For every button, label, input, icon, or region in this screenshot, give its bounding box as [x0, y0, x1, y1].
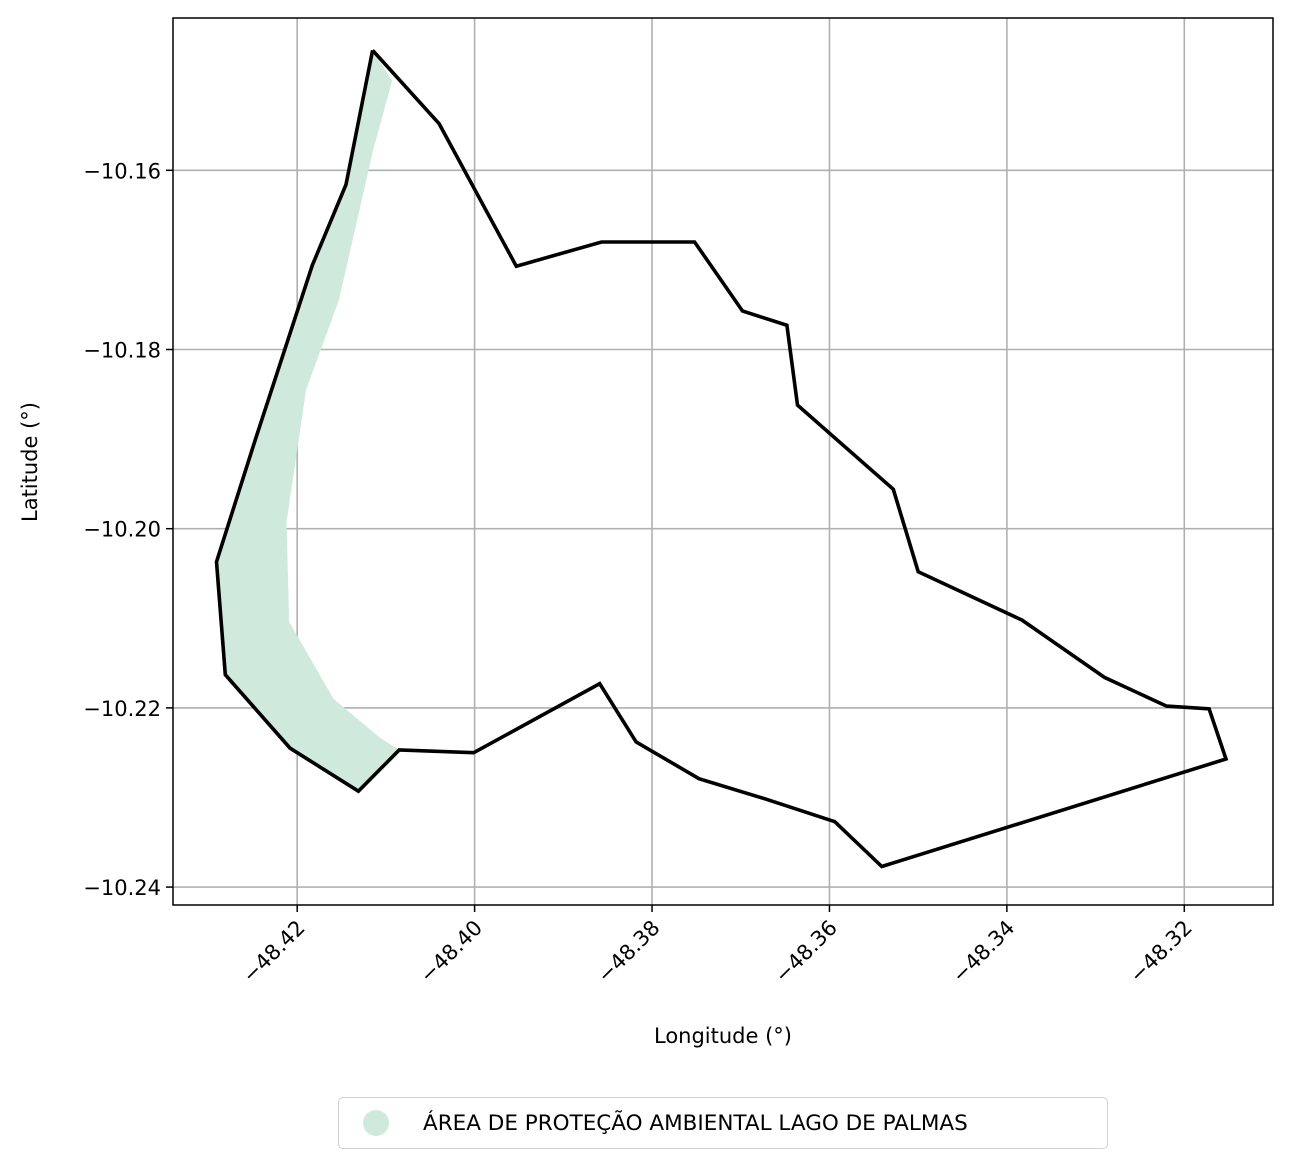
- y-tick-label: −10.20: [83, 518, 161, 542]
- legend: ÁREA DE PROTEÇÃO AMBIENTAL LAGO DE PALMA…: [338, 1097, 1108, 1149]
- x-tick-label: −48.42: [238, 916, 310, 988]
- y-axis-label: Latitude (°): [18, 402, 42, 522]
- x-axis-label: Longitude (°): [654, 1024, 792, 1048]
- x-tick-label: −48.40: [415, 916, 487, 988]
- y-tick-label: −10.24: [83, 876, 161, 900]
- x-tick-label: −48.32: [1125, 916, 1197, 988]
- municipality-boundary-line: [214, 49, 1229, 869]
- plot-frame: [172, 17, 1274, 906]
- x-tick-label: −48.36: [770, 916, 842, 988]
- legend-marker-icon: [363, 1110, 389, 1136]
- legend-label: ÁREA DE PROTEÇÃO AMBIENTAL LAGO DE PALMA…: [423, 1110, 968, 1136]
- x-tick-label: −48.34: [947, 916, 1019, 988]
- y-tick-label: −10.18: [83, 339, 161, 363]
- y-tick-label: −10.22: [83, 697, 161, 721]
- protected-area-polygon: [216, 50, 400, 792]
- y-tick-label: −10.16: [83, 159, 161, 183]
- x-tick-label: −48.38: [593, 916, 665, 988]
